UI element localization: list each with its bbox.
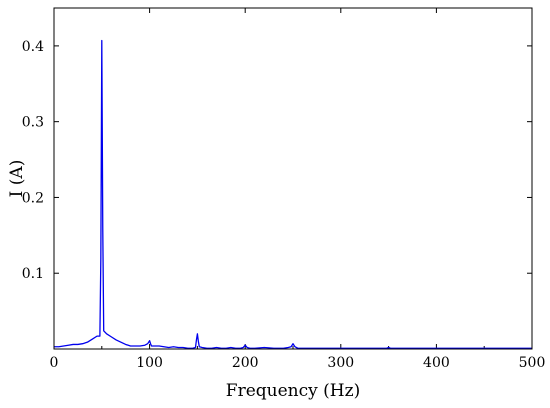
x-tick-label: 500 (519, 355, 546, 371)
y-tick-label: 0.4 (22, 39, 44, 55)
x-tick-label: 400 (423, 355, 450, 371)
x-axis-title: Frequency (Hz) (226, 381, 360, 401)
x-tick-label: 300 (327, 355, 354, 371)
x-axis-ticks: 0 100 200 300 400 500 (50, 8, 546, 371)
current-spectrum-line (54, 39, 532, 349)
x-tick-label: 200 (232, 355, 259, 371)
plot-frame (53, 7, 533, 350)
y-axis-title: I (A) (7, 160, 27, 198)
x-tick-label: 100 (136, 355, 163, 371)
x-tick-label: 0 (50, 355, 59, 371)
y-axis-ticks: 0.1 0.2 0.3 0.4 (22, 39, 532, 282)
y-tick-label: 0.1 (22, 266, 44, 282)
y-tick-label: 0.3 (22, 115, 44, 131)
y-tick-label: 0.2 (22, 190, 44, 206)
